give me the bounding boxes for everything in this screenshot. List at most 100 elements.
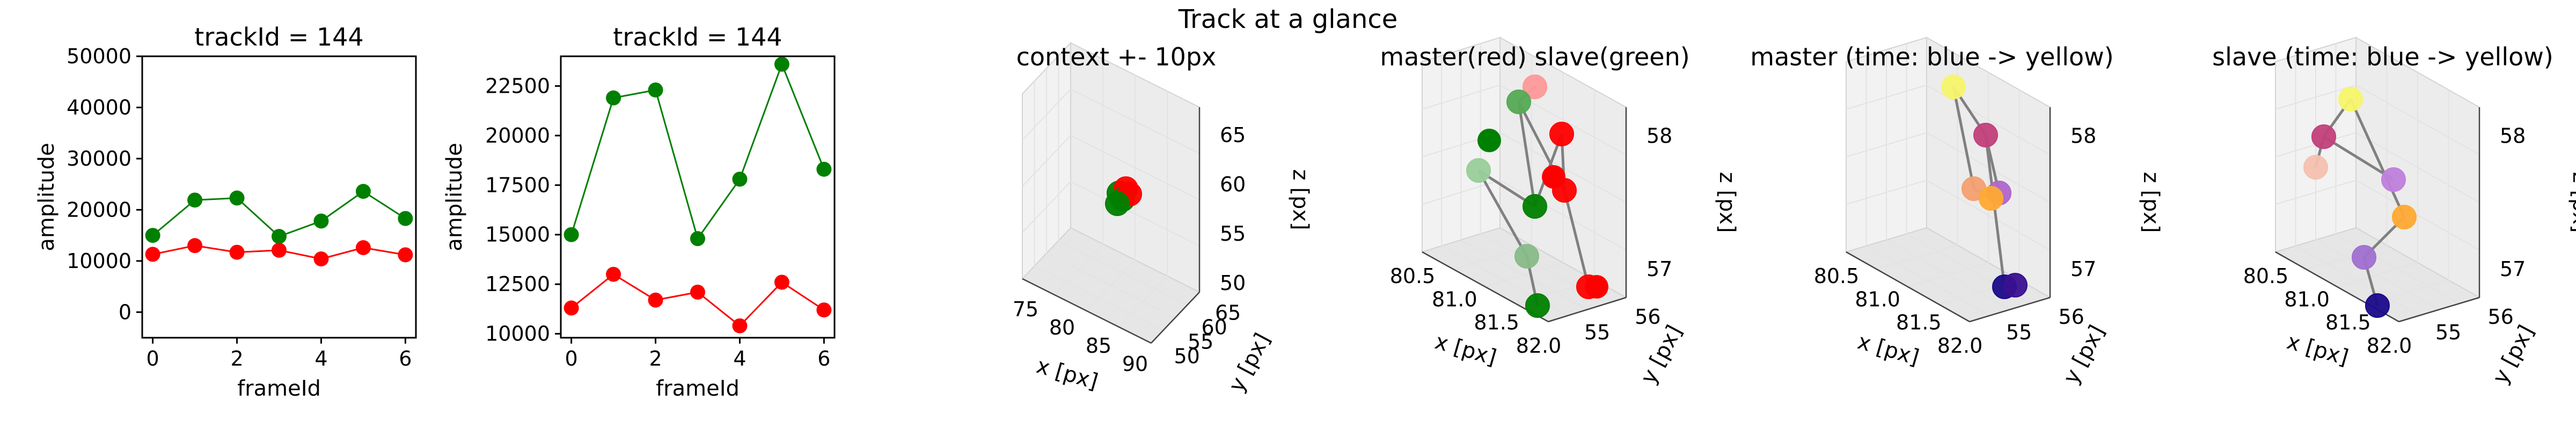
x-tick-label: 81.5 [2325,311,2371,335]
x-axis-label: x [px] [1034,353,1101,394]
y-tick-label: 10000 [485,322,550,346]
x-axis-label: x [px] [2284,329,2351,370]
z-tick-label: 55 [1220,222,1246,246]
data-point [272,229,287,244]
grid-line [1070,88,1200,154]
y-tick-label: 50000 [67,44,131,68]
chart-title: slave (time: blue -> yellow) [2212,42,2553,71]
z-axis-label: z [px] [1288,169,1313,231]
z-axis-label: z [px] [2139,172,2163,233]
z-axis-label: z [px] [2568,172,2576,233]
data-point [690,284,705,300]
y-axis-label: y [px] [1636,321,1687,388]
scatter-point [1506,90,1531,114]
y-axis-line [1151,292,1200,344]
x-tick-label: 2 [649,347,662,370]
scatter-point [2338,87,2363,112]
y-tick-label: 0 [119,300,131,324]
scatter-point [2365,293,2390,318]
y-axis-line [1969,296,2051,323]
x-tick-label: 81.5 [1474,311,1519,335]
y-tick-label: 55 [1584,321,1610,344]
x-tick-label: 80 [1049,316,1075,339]
grid-line [2355,84,2480,155]
grid-line [1886,239,2010,310]
z-tick-label: 57 [2070,257,2096,281]
y-tick-label: 30000 [67,147,131,170]
x-tick-label: 4 [314,347,327,370]
trajectory-segment [2349,98,2406,218]
data-point [732,318,748,333]
data-point [145,247,160,262]
scatter3d-6: slave (time: blue -> yellow) 80.581.081.5… [2212,36,2576,388]
scatter-point [1105,191,1130,216]
scatter-point [1549,122,1574,146]
data-point [690,231,705,247]
y-tick-label: 17500 [485,173,550,197]
data-point [648,292,663,308]
y-axis-label: amplitude [34,143,59,251]
plot-frame [141,55,417,339]
scatter-point [2392,205,2417,229]
chart-title: master(red) slave(green) [1380,42,1689,71]
z-axis-label: z [px] [1715,172,1739,233]
z-tick-label: 57 [2500,257,2526,281]
data-point [187,192,203,208]
x-tick-label: 6 [817,347,830,370]
y-tick-label: 40000 [67,95,131,119]
data-point [774,274,789,290]
y-tick-label: 55 [1188,330,1213,353]
data-point [145,228,160,243]
scatter-point [1514,244,1539,269]
data-point [313,251,329,266]
scatter-point [1477,129,1501,152]
x-tick-label: 80.5 [1814,264,1860,288]
y-tick-label: 55 [2435,321,2461,344]
x-axis-line [1022,278,1152,344]
grid-line [1022,88,1071,140]
y-tick-label: 56 [1635,305,1660,329]
y-axis-line [1548,296,1627,323]
data-point [313,213,329,229]
x-tick-label: 81.0 [1855,287,1900,311]
scatter-point [2381,167,2406,192]
grid-line [2336,233,2460,304]
grid-line [1422,84,1501,110]
y-tick-label: 56 [2059,305,2084,329]
data-point [564,300,579,316]
data-point [606,90,621,106]
x-tick-label: 4 [733,347,746,370]
x-tick-label: 75 [1013,298,1038,321]
scatter-point [2311,124,2336,149]
scatter-point [1973,123,1998,147]
figure-suptitle: Track at a glance [1178,4,1398,34]
trajectory-segment [2323,135,2395,181]
x-tick-label: 80.5 [2243,264,2289,288]
z-tick-label: 58 [2500,124,2526,147]
chart-title: trackId = 144 [194,23,363,51]
scatter-point [2352,245,2376,270]
trajectory-segment [1984,135,2006,287]
scatter-point [1941,75,1966,99]
scatter-point [1523,75,1547,99]
trajectory-segment [1517,101,1536,207]
y-tick-label: 12500 [485,272,550,296]
data-point [229,190,245,206]
y-tick-label: 65 [1215,301,1241,325]
data-point [816,302,832,318]
z-tick-label: 65 [1220,123,1246,147]
x-tick-label: 81.0 [1432,287,1477,311]
y-tick-label: 15000 [485,223,550,247]
y-tick-label: 20000 [67,198,131,221]
y-axis-label: y [px] [2059,321,2110,388]
data-point [564,227,579,242]
scatter-point [1585,275,1608,299]
grid-line [1058,240,1188,306]
data-point [398,211,413,226]
y-axis-label: y [px] [2488,321,2539,388]
series-line-1 [570,62,825,241]
x-tick-label: 90 [1122,352,1148,376]
y-tick-label: 50 [1174,344,1200,368]
x-tick-label: 85 [1086,334,1111,358]
x-tick-label: 0 [147,347,159,370]
